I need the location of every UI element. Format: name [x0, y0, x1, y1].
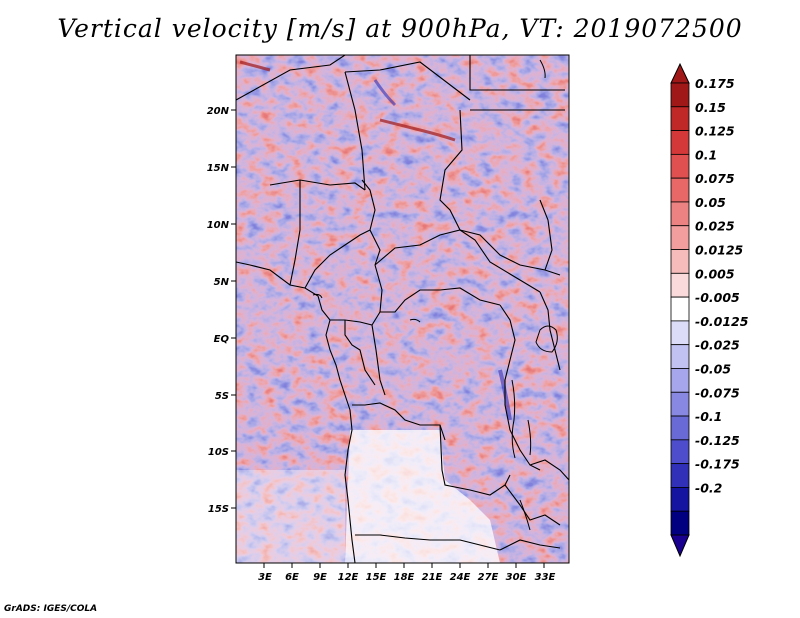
colorbar-label: -0.025 — [695, 338, 740, 353]
colorbar-label: -0.1 — [695, 409, 722, 424]
colorbar-label: 0.05 — [695, 195, 726, 210]
velocity-field — [236, 55, 569, 563]
colorbar-labels: 0.175 0.15 0.125 0.1 0.075 0.05 0.025 0.0125 0.0… — [695, 76, 749, 495]
colorbar-swatch — [670, 344, 690, 369]
colorbar-swatch — [670, 177, 690, 203]
lakes — [312, 59, 558, 531]
lon-label: 33E — [535, 572, 556, 583]
colorbar-swatch — [670, 391, 690, 417]
colorbar-swatch — [670, 415, 690, 441]
colorbar-bottom-arrow — [670, 534, 690, 558]
lat-label: EQ — [214, 334, 230, 345]
colorbar-label: -0.175 — [695, 457, 740, 472]
chart-title: Vertical velocity [m/s] at 900hPa, VT: 2… — [57, 14, 743, 43]
colorbar-label: 0.175 — [695, 76, 735, 91]
colorbar-swatch — [670, 463, 690, 488]
colorbar-label: 0.15 — [695, 100, 726, 115]
colorbar-label: 0.025 — [695, 219, 735, 234]
lat-label: 10N — [207, 220, 230, 231]
colorbar-swatch — [670, 487, 690, 512]
lat-label: 15S — [208, 504, 229, 515]
lon-label: 21E — [422, 572, 443, 583]
colorbar-swatch — [670, 439, 690, 465]
lon-label: 18E — [394, 572, 415, 583]
colorbar-swatches — [670, 82, 690, 536]
map-frame — [235, 54, 570, 564]
colorbar: 0.175 0.15 0.125 0.1 0.075 0.05 0.025 0.0125 0.0… — [670, 62, 749, 558]
colorbar-swatch — [670, 272, 690, 298]
lat-ticks — [231, 109, 236, 509]
colorbar-swatch — [670, 130, 690, 155]
lon-label: 30E — [506, 572, 527, 583]
colorbar-swatch — [670, 249, 690, 274]
lon-label: 12E — [338, 572, 359, 583]
colorbar-swatch — [670, 368, 690, 393]
country-borders — [236, 55, 569, 563]
colorbar-swatch — [670, 106, 690, 131]
lat-label: 10S — [208, 447, 229, 458]
lon-label: 9E — [313, 572, 327, 583]
colorbar-swatch — [670, 320, 690, 346]
lon-label: 27E — [478, 572, 499, 583]
colorbar-label: -0.0125 — [695, 314, 749, 329]
colorbar-swatch — [670, 225, 690, 250]
colorbar-label: 0.0125 — [695, 243, 744, 258]
colorbar-label: -0.2 — [695, 480, 722, 495]
colorbar-label: -0.05 — [695, 361, 731, 376]
grads-credit: GrADS: IGES/COLA — [4, 604, 98, 614]
colorbar-label: -0.005 — [695, 290, 740, 305]
lon-label: 3E — [258, 572, 272, 583]
lat-label: 5S — [215, 391, 229, 402]
lat-label: 20N — [207, 106, 230, 117]
lon-label: 24E — [450, 572, 471, 583]
colorbar-label: 0.125 — [695, 124, 735, 139]
lon-label: 6E — [285, 572, 299, 583]
colorbar-label: -0.125 — [695, 433, 740, 448]
colorbar-label: -0.075 — [695, 385, 740, 400]
colorbar-label: 0.1 — [695, 147, 717, 162]
colorbar-swatch — [670, 82, 690, 108]
lon-ticks — [263, 563, 545, 568]
lon-label: 15E — [366, 572, 387, 583]
colorbar-swatch — [670, 296, 690, 322]
colorbar-label: 0.005 — [695, 266, 735, 281]
colorbar-swatch — [670, 510, 690, 536]
lat-label: 15N — [207, 163, 230, 174]
colorbar-top-arrow — [670, 62, 690, 84]
colorbar-swatch — [670, 153, 690, 179]
colorbar-swatch — [670, 201, 690, 227]
lat-label: 5N — [214, 277, 230, 288]
colorbar-label: 0.075 — [695, 171, 735, 186]
